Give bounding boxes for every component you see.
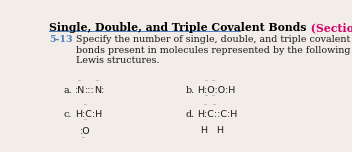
Text: ··: ·· bbox=[82, 135, 86, 140]
Text: :::: ::: bbox=[85, 86, 95, 95]
Text: N:: N: bbox=[94, 86, 105, 95]
Text: Single, Double, and Triple Covalent Bonds: Single, Double, and Triple Covalent Bond… bbox=[49, 22, 307, 33]
Text: 5-13: 5-13 bbox=[49, 35, 73, 44]
Text: Specify the number of single, double, and triple covalent
bonds present in molec: Specify the number of single, double, an… bbox=[76, 35, 351, 65]
Text: a.: a. bbox=[63, 86, 72, 95]
Text: H:O:O:H: H:O:O:H bbox=[197, 86, 235, 95]
Text: :O: :O bbox=[80, 126, 90, 135]
Text: ··: ·· bbox=[205, 79, 208, 83]
Text: ··: ·· bbox=[83, 117, 87, 122]
Text: ··: ·· bbox=[211, 93, 215, 98]
Text: ··: ·· bbox=[212, 102, 216, 107]
Text: b.: b. bbox=[186, 86, 195, 95]
Text: c.: c. bbox=[63, 110, 71, 119]
Text: ··: ·· bbox=[83, 102, 87, 107]
Text: H   H: H H bbox=[201, 126, 224, 135]
Text: (Section 5-3): (Section 5-3) bbox=[307, 22, 352, 33]
Text: ··: ·· bbox=[205, 93, 208, 98]
Text: H:C::C:H: H:C::C:H bbox=[197, 110, 237, 119]
Text: ··: ·· bbox=[203, 102, 208, 107]
Text: :N: :N bbox=[75, 86, 86, 95]
Text: d.: d. bbox=[186, 110, 195, 119]
Text: ··: ·· bbox=[211, 79, 215, 83]
Text: H:C:H: H:C:H bbox=[75, 110, 102, 119]
Text: ··: ·· bbox=[77, 79, 82, 83]
Text: ··: ·· bbox=[95, 79, 99, 83]
